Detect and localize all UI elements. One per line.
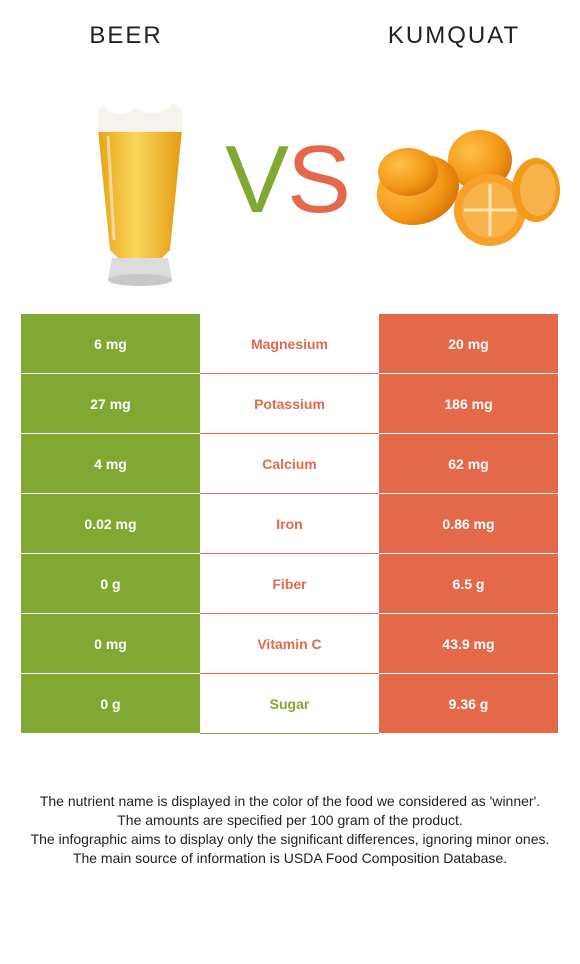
- kumquat-value: 6.5 g: [379, 554, 558, 613]
- footnotes: The nutrient name is displayed in the co…: [20, 792, 560, 868]
- beer-title: BEER: [89, 22, 163, 49]
- kumquat-value: 186 mg: [379, 374, 558, 433]
- table-row: 0.02 mg Iron 0.86 mg: [21, 494, 558, 554]
- note-2: The amounts are specified per 100 gram o…: [117, 812, 463, 828]
- table-row: 0 mg Vitamin C 43.9 mg: [21, 614, 558, 674]
- beer-value: 0 mg: [21, 614, 200, 673]
- comparison-table: 6 mg Magnesium 20 mg 27 mg Potassium 186 mg 4 …: [21, 314, 558, 734]
- table-row: 6 mg Magnesium 20 mg: [21, 314, 558, 374]
- kumquat-value: 9.36 g: [379, 674, 558, 733]
- table-row: 4 mg Calcium 62 mg: [21, 434, 558, 494]
- note-4: The main source of information is USDA F…: [72, 850, 508, 866]
- beer-value: 0 g: [21, 554, 200, 613]
- note-3: The infographic aims to display only the…: [30, 831, 550, 847]
- nutrient-name: Sugar: [200, 674, 379, 734]
- kumquat-title: KUMQUAT: [387, 22, 521, 49]
- nutrient-name: Potassium: [200, 374, 379, 434]
- nutrient-name: Vitamin C: [200, 614, 379, 674]
- table-row: 0 g Sugar 9.36 g: [21, 674, 558, 734]
- kumquat-value: 43.9 mg: [379, 614, 558, 673]
- note-1: The nutrient name is displayed in the co…: [39, 793, 541, 809]
- nutrient-name: Iron: [200, 494, 379, 554]
- kumquat-image: [376, 130, 560, 246]
- beer-value: 0.02 mg: [21, 494, 200, 553]
- beer-value: 4 mg: [21, 434, 200, 493]
- beer-value: 0 g: [21, 674, 200, 733]
- kumquat-value: 0.86 mg: [379, 494, 558, 553]
- nutrient-name: Fiber: [200, 554, 379, 614]
- vs-label: VS: [224, 126, 351, 233]
- nutrient-name: Magnesium: [200, 314, 379, 374]
- beer-value: 27 mg: [21, 374, 200, 433]
- beer-value: 6 mg: [21, 314, 200, 373]
- nutrient-name: Calcium: [200, 434, 379, 494]
- kumquat-value: 20 mg: [379, 314, 558, 373]
- kumquat-value: 62 mg: [379, 434, 558, 493]
- table-row: 0 g Fiber 6.5 g: [21, 554, 558, 614]
- beer-glass-image: [98, 91, 182, 286]
- table-row: 27 mg Potassium 186 mg: [21, 374, 558, 434]
